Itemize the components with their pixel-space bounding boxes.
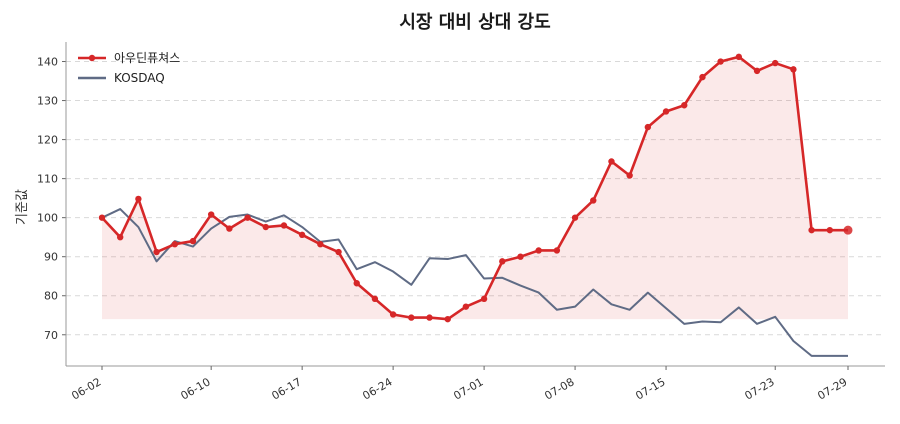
- data-point: [298, 231, 306, 239]
- data-point: [226, 225, 233, 232]
- y-tick-label: 70: [44, 329, 58, 342]
- data-point: [135, 195, 142, 203]
- data-point: [772, 59, 779, 67]
- data-point: [608, 158, 615, 165]
- data-point: [626, 172, 633, 179]
- data-point: [171, 241, 178, 248]
- x-tick-label: 07-01: [451, 375, 485, 402]
- data-point: [735, 53, 743, 61]
- data-point: [790, 66, 797, 73]
- data-point: [480, 295, 488, 303]
- data-point: [644, 123, 652, 131]
- area-fill: [102, 56, 848, 320]
- data-point: [662, 108, 670, 115]
- data-point: [444, 315, 451, 323]
- data-point: [808, 226, 815, 234]
- legend: 아우딘퓨쳐스 KOSDAQ: [78, 51, 180, 85]
- data-point: [353, 280, 360, 287]
- y-tick-label: 90: [44, 251, 58, 264]
- y-tick-label: 120: [37, 134, 58, 147]
- data-point: [98, 214, 106, 221]
- x-tick-label: 07-29: [815, 375, 849, 402]
- data-point: [262, 223, 269, 231]
- data-point: [153, 248, 160, 256]
- x-tick-label: 07-08: [542, 375, 576, 402]
- data-point: [207, 211, 215, 218]
- data-point: [462, 303, 470, 310]
- y-tick-label: 80: [44, 290, 58, 303]
- y-tick-label: 130: [37, 95, 58, 108]
- chart-title: 시장 대비 상대 강도: [399, 12, 550, 33]
- y-tick-label: 100: [37, 212, 58, 225]
- data-point: [280, 222, 288, 229]
- y-tick-label: 110: [37, 173, 58, 186]
- x-tick-label: 06-10: [178, 375, 212, 402]
- data-point: [517, 253, 524, 260]
- x-tick-label: 07-15: [633, 375, 667, 402]
- data-point: [244, 214, 251, 221]
- data-point: [499, 258, 506, 265]
- series-line: [101, 208, 848, 357]
- data-point: [116, 233, 124, 241]
- legend-label: KOSDAQ: [114, 71, 165, 85]
- data-point: [371, 295, 379, 303]
- data-point: [826, 226, 834, 234]
- data-point: [843, 225, 853, 235]
- data-point: [571, 214, 579, 221]
- data-point: [681, 102, 688, 109]
- x-tick-label: 07-23: [743, 375, 777, 402]
- relative-strength-fill: [102, 56, 848, 320]
- data-point: [717, 58, 724, 65]
- data-point: [590, 197, 597, 204]
- x-tick-label: 06-17: [269, 375, 303, 402]
- data-point: [317, 241, 324, 248]
- data-point: [699, 73, 706, 81]
- data-point: [553, 247, 561, 254]
- y-axis-label: 기준값: [15, 189, 30, 225]
- x-tick-label: 06-02: [69, 375, 103, 402]
- legend-marker: [88, 54, 96, 62]
- x-tick-label: 06-24: [360, 375, 394, 402]
- data-point: [335, 248, 342, 256]
- grid-lines: [66, 61, 885, 336]
- data-point: [408, 314, 415, 321]
- legend-label: 아우딘퓨쳐스: [114, 51, 180, 65]
- y-tick-label: 140: [37, 56, 58, 69]
- data-point: [535, 247, 542, 254]
- series-lines: [98, 53, 853, 357]
- data-point: [389, 311, 397, 318]
- data-point: [189, 237, 197, 245]
- data-point: [753, 67, 761, 75]
- data-point: [426, 314, 433, 321]
